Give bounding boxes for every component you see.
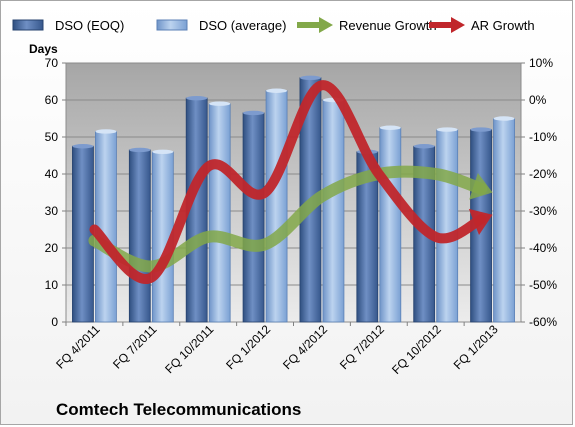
bar-dso-average (436, 129, 459, 323)
bar-dso-average (493, 118, 515, 323)
left-tick-label: 20 (45, 241, 59, 255)
left-tick-label: 40 (45, 167, 59, 181)
right-tick-label: -60% (529, 315, 557, 329)
bar-top (470, 127, 492, 132)
right-tick-label: -50% (529, 278, 557, 292)
revenue-growth-line (88, 165, 488, 273)
legend: DSO (EOQ) DSO (average) Revenue Growth AR G… (12, 17, 535, 33)
left-tick-label: 50 (45, 130, 59, 144)
bar-dso-eoq (242, 112, 265, 323)
bar-dso-average (379, 127, 402, 323)
right-tick-label: 0% (529, 93, 547, 107)
bar-top (493, 116, 515, 121)
left-tick-label: 70 (45, 56, 59, 70)
right-tick-label: -10% (529, 130, 557, 144)
legend-label: DSO (EOQ) (55, 18, 124, 33)
right-tick-label: -40% (529, 241, 557, 255)
bar-dso-eoq (128, 149, 151, 323)
right-tick-label: -20% (529, 167, 557, 181)
legend-label: Revenue Growth (339, 18, 437, 33)
x-tick-label: FQ 4/2012 (280, 322, 330, 372)
legend-arrow-icon (319, 17, 333, 33)
ar-growth-line (89, 80, 487, 284)
x-tick-label: FQ 1/2013 (451, 322, 501, 372)
bar-dso-average (322, 99, 345, 323)
x-tick-label: FQ 10/2012 (389, 322, 444, 377)
bar-top (72, 144, 94, 149)
legend-label: AR Growth (471, 18, 535, 33)
bar-dso-average (208, 103, 231, 323)
left-tick-label: 10 (45, 278, 59, 292)
left-tick-label: 30 (45, 204, 59, 218)
bar-top (266, 88, 288, 93)
left-tick-label: 60 (45, 93, 59, 107)
right-tick-label: -30% (529, 204, 557, 218)
bar-top (299, 75, 321, 81)
bar-top (95, 129, 117, 134)
legend-arrow-icon (451, 17, 465, 33)
bar-top (379, 125, 401, 130)
bar-top (243, 110, 265, 116)
bar-dso-eoq (72, 145, 94, 323)
legend-label: DSO (average) (199, 18, 286, 33)
x-tick-label: FQ 1/2012 (223, 322, 273, 372)
bar-top (413, 144, 435, 149)
bar-top (186, 95, 208, 101)
bar-top (129, 147, 151, 153)
ar-growth-arrowhead (468, 208, 493, 236)
x-tick-label: FQ 7/2012 (337, 322, 387, 372)
legend-swatch (156, 19, 188, 31)
x-tick-label: FQ 4/2011 (53, 322, 103, 372)
bar-dso-average (265, 90, 288, 323)
y-axis-title: Days (29, 42, 58, 56)
bar-top (152, 149, 174, 154)
bar-top (209, 101, 231, 106)
chart-title: Comtech Telecommunications (56, 400, 301, 419)
legend-swatch (12, 19, 44, 31)
revenue-growth-arrowhead (469, 173, 493, 200)
x-tick-label: FQ 10/2011 (162, 322, 216, 376)
x-tick-label: FQ 7/2011 (110, 322, 160, 372)
left-tick-label: 0 (51, 315, 58, 329)
growth-lines (88, 80, 493, 284)
bar-top (436, 127, 458, 132)
right-tick-label: 10% (529, 56, 553, 70)
